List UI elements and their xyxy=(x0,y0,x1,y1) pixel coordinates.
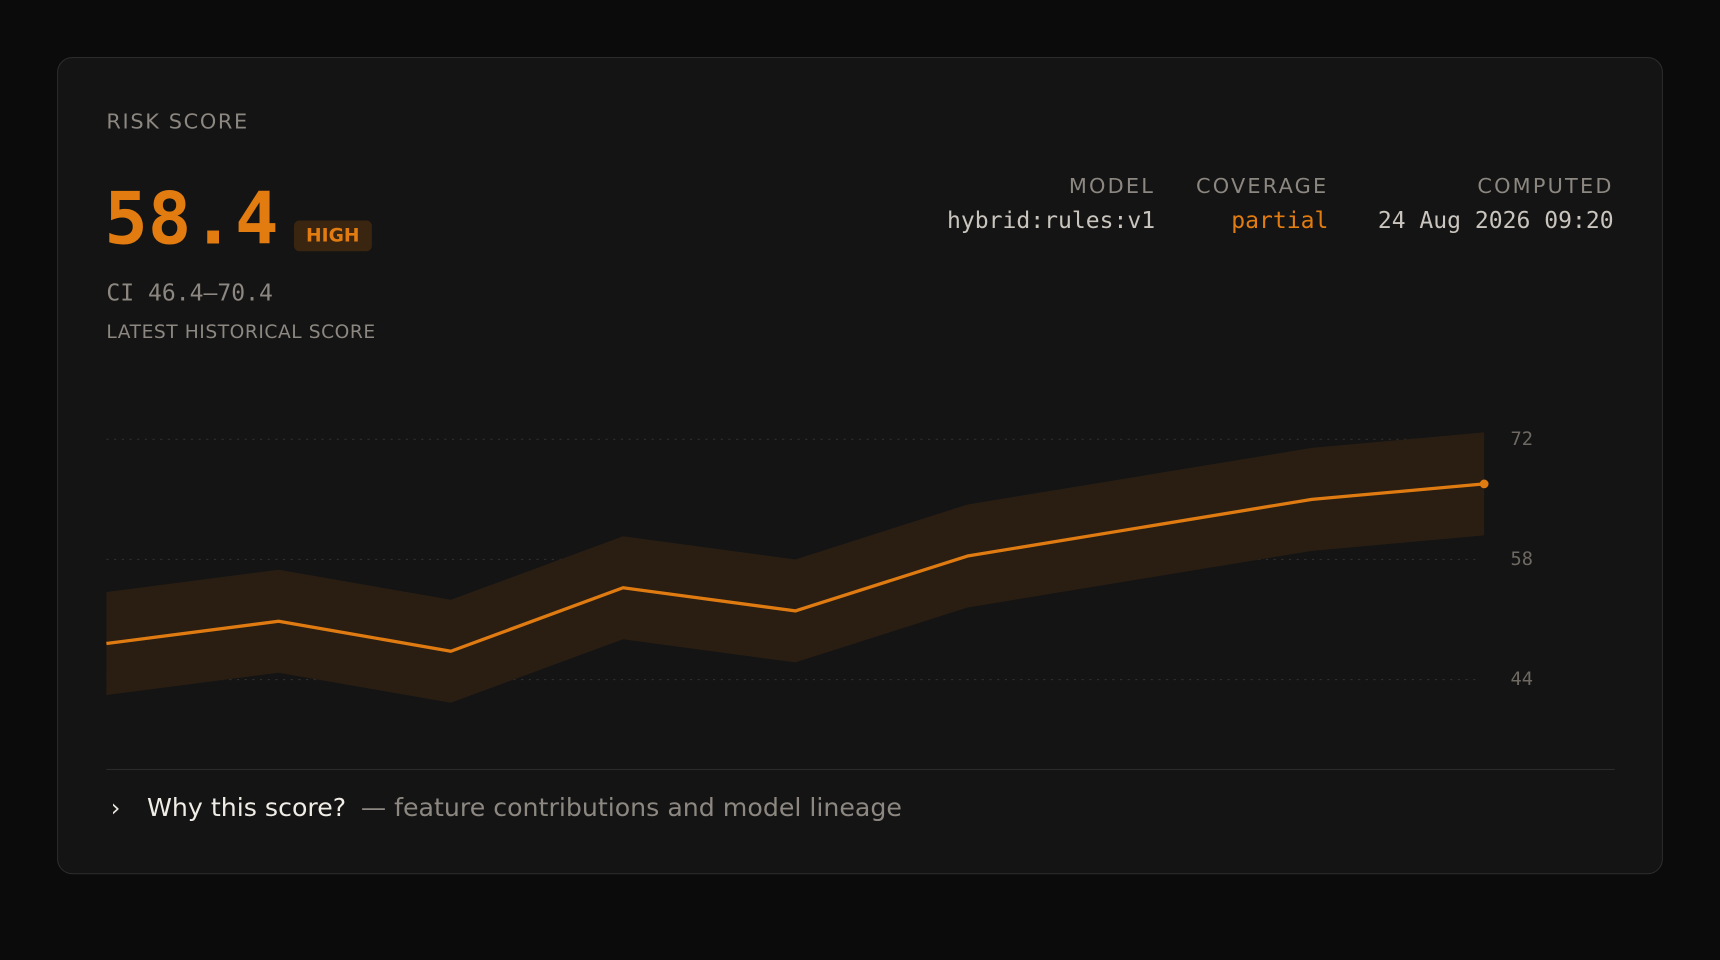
section-label: RISK SCORE xyxy=(106,109,249,134)
expand-link[interactable]: Why this score? xyxy=(146,794,347,823)
meta-label: COVERAGE xyxy=(1195,174,1329,199)
score: 58.4 xyxy=(104,176,279,262)
divider xyxy=(106,768,1615,771)
meta-label: MODEL xyxy=(1068,174,1156,199)
y-tick-label: 58 xyxy=(1510,549,1532,570)
meta-label: COMPUTED xyxy=(1477,174,1614,199)
meta-value: 24 Aug 2026 09:20 xyxy=(1377,207,1614,234)
confidence-interval: CI 46.4–70.4 xyxy=(106,279,273,307)
score-line xyxy=(106,482,1485,653)
chevron-icon[interactable]: › xyxy=(110,795,121,823)
expand-note: — feature contributions and model lineag… xyxy=(360,794,902,823)
risk-badge: HIGH xyxy=(293,220,372,252)
meta-value: hybrid:rules:v1 xyxy=(947,207,1156,234)
latest-point xyxy=(1479,479,1489,489)
y-tick-label: 72 xyxy=(1510,429,1532,450)
meta-value: partial xyxy=(1231,207,1329,234)
confidence-band xyxy=(106,432,1485,703)
y-tick-label: 44 xyxy=(1510,669,1532,690)
sublabel: LATEST HISTORICAL SCORE xyxy=(106,321,376,344)
